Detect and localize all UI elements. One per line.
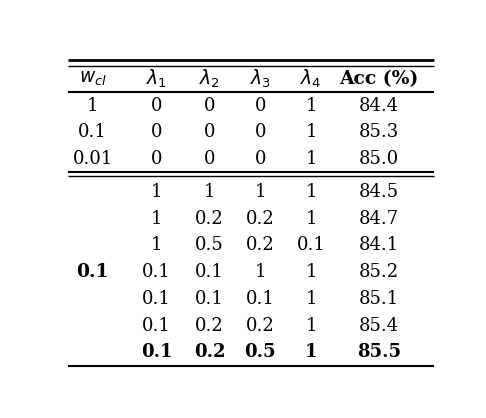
Text: $\lambda_2$: $\lambda_2$ xyxy=(199,68,220,90)
Text: 1: 1 xyxy=(306,97,317,115)
Text: 0.1: 0.1 xyxy=(246,290,275,308)
Text: 0: 0 xyxy=(151,97,162,115)
Text: 0: 0 xyxy=(255,150,266,168)
Text: 0.2: 0.2 xyxy=(194,343,226,361)
Text: 0.1: 0.1 xyxy=(142,290,171,308)
Text: 84.5: 84.5 xyxy=(359,183,399,201)
Text: 0.1: 0.1 xyxy=(141,343,173,361)
Text: $\lambda_1$: $\lambda_1$ xyxy=(146,68,167,90)
Text: 0: 0 xyxy=(255,123,266,141)
Text: 1: 1 xyxy=(255,183,266,201)
Text: 85.3: 85.3 xyxy=(359,123,399,141)
Text: 1: 1 xyxy=(306,290,317,308)
Text: 0.1: 0.1 xyxy=(195,290,224,308)
Text: 1: 1 xyxy=(151,237,162,255)
Text: 84.4: 84.4 xyxy=(359,97,399,115)
Text: 0.1: 0.1 xyxy=(78,123,107,141)
Text: 1: 1 xyxy=(306,183,317,201)
Text: 1: 1 xyxy=(151,210,162,228)
Text: 0.2: 0.2 xyxy=(195,316,224,334)
Text: 84.7: 84.7 xyxy=(359,210,399,228)
Text: 85.5: 85.5 xyxy=(357,343,401,361)
Text: 0.1: 0.1 xyxy=(142,263,171,281)
Text: 85.4: 85.4 xyxy=(359,316,399,334)
Text: 0.5: 0.5 xyxy=(195,237,224,255)
Text: Acc (%): Acc (%) xyxy=(339,70,418,88)
Text: 0.1: 0.1 xyxy=(142,316,171,334)
Text: 0: 0 xyxy=(151,123,162,141)
Text: 84.1: 84.1 xyxy=(359,237,399,255)
Text: 85.1: 85.1 xyxy=(359,290,399,308)
Text: 0.1: 0.1 xyxy=(76,263,109,281)
Text: 0.2: 0.2 xyxy=(246,316,275,334)
Text: 1: 1 xyxy=(204,183,215,201)
Text: 0.2: 0.2 xyxy=(246,237,275,255)
Text: 1: 1 xyxy=(306,263,317,281)
Text: $\lambda_3$: $\lambda_3$ xyxy=(250,68,271,90)
Text: 1: 1 xyxy=(255,263,266,281)
Text: 0.1: 0.1 xyxy=(297,237,326,255)
Text: 0.01: 0.01 xyxy=(72,150,113,168)
Text: 85.2: 85.2 xyxy=(359,263,399,281)
Text: 0.2: 0.2 xyxy=(246,210,275,228)
Text: 0: 0 xyxy=(255,97,266,115)
Text: 1: 1 xyxy=(306,210,317,228)
Text: 1: 1 xyxy=(87,97,99,115)
Text: 0: 0 xyxy=(151,150,162,168)
Text: 1: 1 xyxy=(306,316,317,334)
Text: 1: 1 xyxy=(151,183,162,201)
Text: 0: 0 xyxy=(204,150,215,168)
Text: 0.1: 0.1 xyxy=(195,263,224,281)
Text: 85.0: 85.0 xyxy=(359,150,399,168)
Text: 0: 0 xyxy=(204,123,215,141)
Text: $\lambda_4$: $\lambda_4$ xyxy=(300,68,322,90)
Text: 1: 1 xyxy=(305,343,317,361)
Text: 0.2: 0.2 xyxy=(195,210,224,228)
Text: 0: 0 xyxy=(204,97,215,115)
Text: 1: 1 xyxy=(306,150,317,168)
Text: 0.5: 0.5 xyxy=(244,343,276,361)
Text: $w_{cl}$: $w_{cl}$ xyxy=(79,70,107,88)
Text: 1: 1 xyxy=(306,123,317,141)
